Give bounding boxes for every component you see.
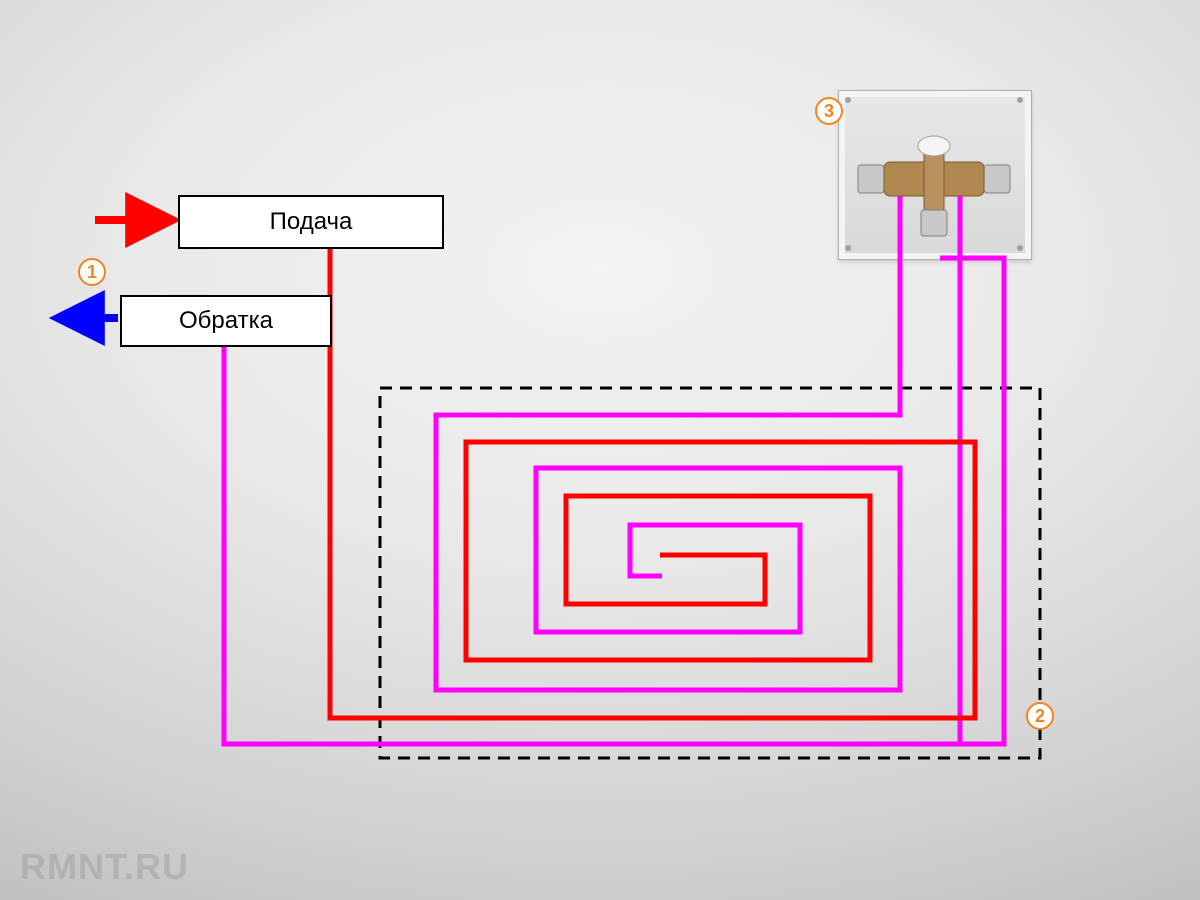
valve-assembly <box>845 97 1023 258</box>
diagram-svg <box>0 0 1200 900</box>
badge-3: 3 <box>815 97 843 125</box>
return-label: Обратка <box>179 307 273 335</box>
diagram-canvas: Подача Обратка 1 2 3 RMNT.RU <box>0 0 1200 900</box>
badge-2: 2 <box>1026 702 1054 730</box>
return-box: Обратка <box>120 295 332 347</box>
badge-1: 1 <box>78 258 106 286</box>
pipe-supply-spiral <box>330 245 975 718</box>
supply-box: Подача <box>178 195 444 249</box>
watermark: RMNT.RU <box>20 846 189 888</box>
pipe-valve-spiral <box>436 258 900 690</box>
supply-label: Подача <box>270 208 353 236</box>
pipe-return-trunk <box>224 258 1004 744</box>
